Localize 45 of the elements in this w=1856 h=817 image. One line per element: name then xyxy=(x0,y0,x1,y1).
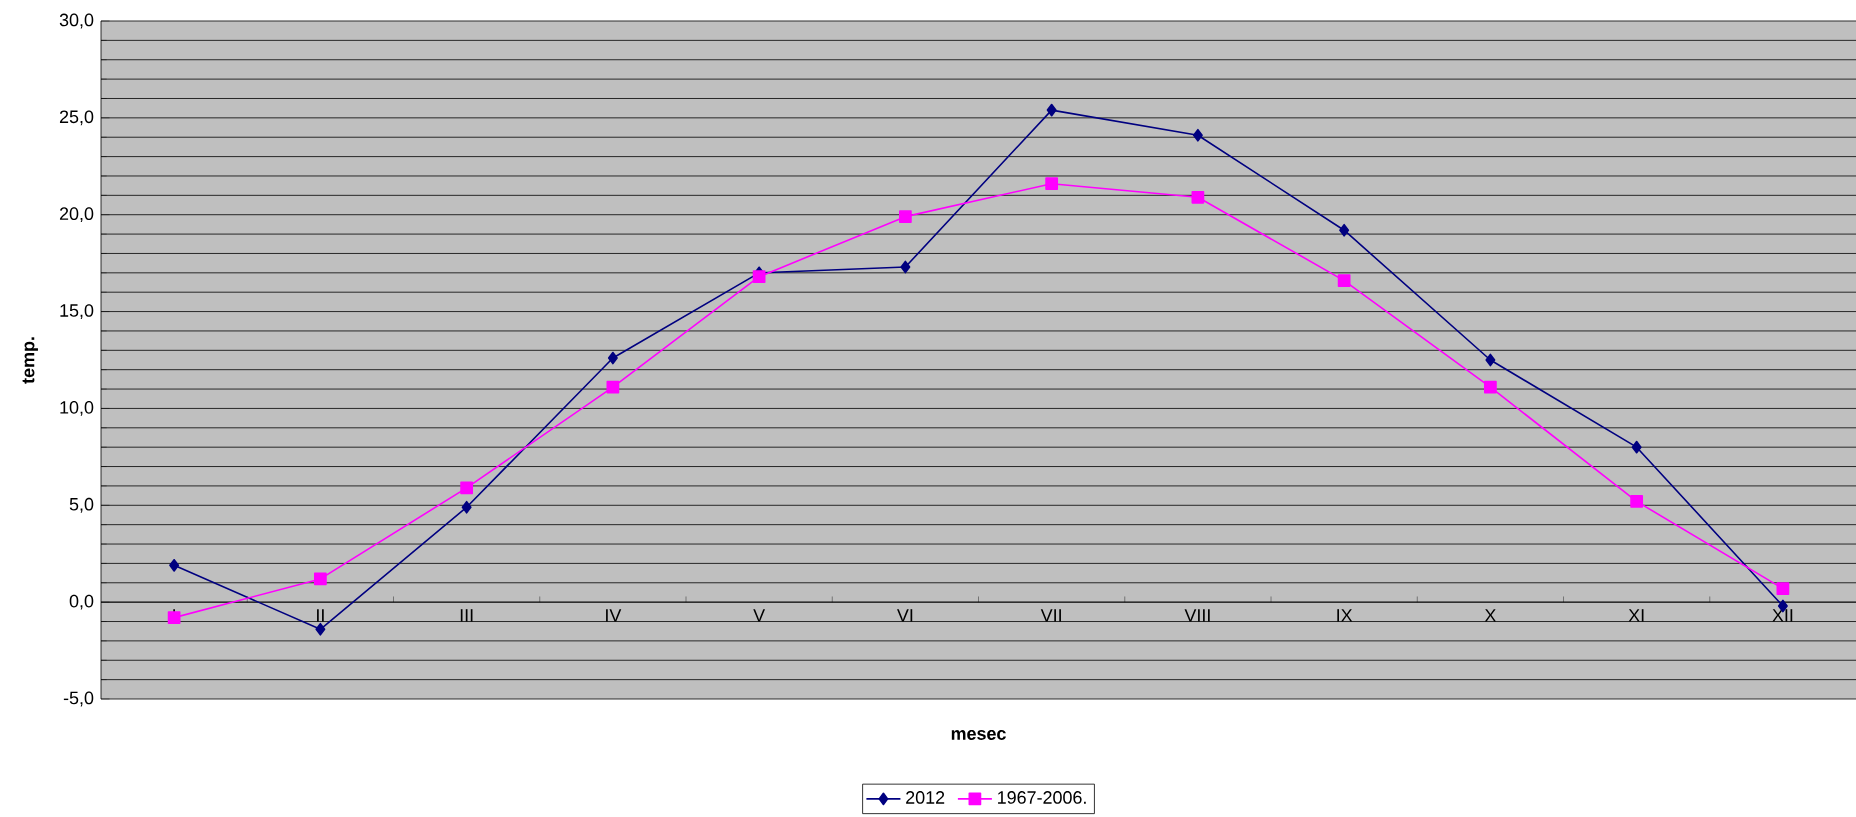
x-tick-label: V xyxy=(753,609,766,622)
y-tick-label: 15,0 xyxy=(60,304,94,319)
point xyxy=(899,210,912,224)
x-axis-title: mesec xyxy=(951,730,1006,740)
point xyxy=(169,558,180,572)
point xyxy=(460,481,474,495)
y-tick-label: 5,0 xyxy=(69,497,94,513)
point xyxy=(461,500,472,514)
point xyxy=(1337,274,1351,287)
x-tick-label: III xyxy=(460,609,473,622)
point xyxy=(752,270,766,284)
y-tick-label: 30,0 xyxy=(59,13,94,29)
point xyxy=(1339,223,1350,237)
x-tick-label: IX xyxy=(1337,609,1353,622)
y-tick-label: 25,0 xyxy=(59,110,94,126)
x-tick-label: XI xyxy=(1628,609,1644,622)
x-tick-label: XII xyxy=(1772,609,1793,622)
point xyxy=(607,351,618,365)
point xyxy=(1191,190,1205,204)
point xyxy=(900,260,911,274)
x-tick-label: VII xyxy=(1040,609,1061,622)
point xyxy=(1630,495,1644,508)
legend-label: 2012 xyxy=(906,791,945,804)
y-tick-label: 20,0 xyxy=(59,207,94,223)
point xyxy=(1776,582,1790,595)
point xyxy=(606,380,620,394)
point xyxy=(1046,103,1057,117)
x-tick-label: IV xyxy=(606,609,622,622)
x-tick-label: X xyxy=(1484,609,1497,622)
x-tick-label: VI xyxy=(897,609,913,622)
point xyxy=(1485,353,1496,367)
legend-label: 1967-2006. xyxy=(998,791,1086,804)
point xyxy=(167,611,181,625)
point xyxy=(1631,440,1642,454)
point xyxy=(1484,380,1497,394)
y-tick-label: 10,0 xyxy=(60,401,94,416)
x-tick-label: II xyxy=(317,609,324,622)
x-tick-label: VIII xyxy=(1184,609,1210,622)
point xyxy=(1045,177,1059,191)
point xyxy=(1192,128,1203,142)
y-tick-label: -5,0 xyxy=(63,691,94,707)
y-axis-title: temp. xyxy=(22,337,38,384)
point xyxy=(314,572,327,586)
y-tick-label: 0,0 xyxy=(69,594,94,610)
point xyxy=(315,622,326,636)
